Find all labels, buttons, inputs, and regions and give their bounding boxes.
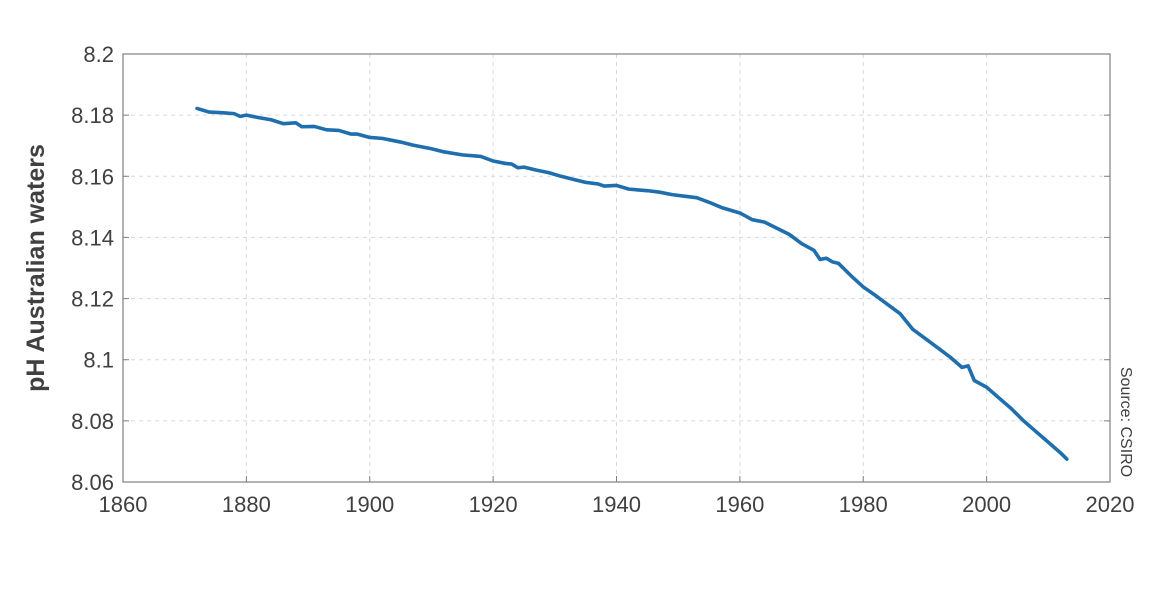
x-tick-label-1940: 1940 (592, 492, 641, 517)
y-tick-label-8.16: 8.16 (71, 164, 114, 189)
x-axis-tick-labels: 1860 1880 1900 1920 1940 1960 1980 2000 2020 (99, 492, 1135, 517)
y-axis-tick-labels: 8.06 8.08 8.1 8.12 8.14 8.16 8.18 8.2 (71, 42, 114, 495)
y-tick-label-8.06: 8.06 (71, 470, 114, 495)
series-layer (195, 106, 1069, 461)
y-axis-title: pH Australian waters (22, 144, 50, 392)
y-tick-label-8.14: 8.14 (71, 225, 114, 250)
x-tick-label-1920: 1920 (469, 492, 518, 517)
y-tick-label-8.12: 8.12 (71, 287, 114, 312)
x-tick-label-1860: 1860 (99, 492, 148, 517)
y-tick-label-8.2: 8.2 (83, 42, 114, 67)
y-tick-label-8.08: 8.08 (71, 409, 114, 434)
x-tick-label-2020: 2020 (1086, 492, 1135, 517)
series-line-0 (195, 106, 1069, 461)
x-tick-label-1960: 1960 (715, 492, 764, 517)
source-annotation: Source: CSIRO (1117, 367, 1134, 477)
y-tick-label-8.18: 8.18 (71, 103, 114, 128)
axis-ticks (122, 53, 1111, 483)
x-tick-label-1880: 1880 (222, 492, 271, 517)
x-tick-label-2000: 2000 (962, 492, 1011, 517)
x-tick-label-1980: 1980 (839, 492, 888, 517)
y-tick-label-8.1: 8.1 (83, 348, 114, 373)
x-tick-label-1900: 1900 (345, 492, 394, 517)
